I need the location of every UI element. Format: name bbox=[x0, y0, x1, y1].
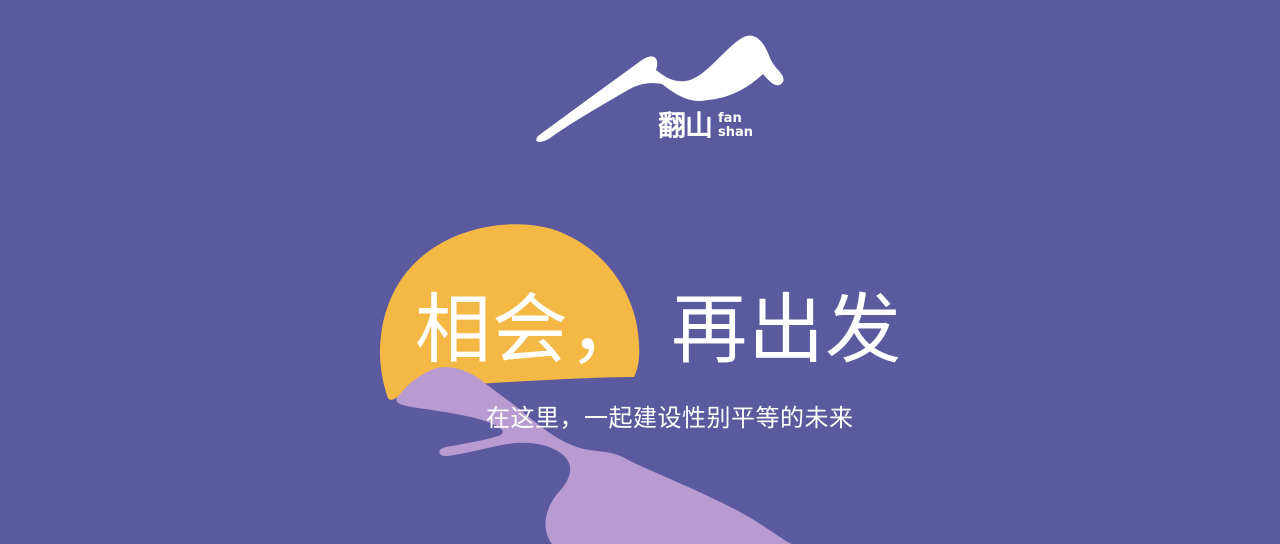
headline-part-1: 相会， bbox=[415, 285, 646, 374]
logo: 翻山 fan shan bbox=[658, 112, 753, 140]
logo-pinyin-line-2: shan bbox=[718, 125, 754, 140]
logo-pinyin-line-1: fan bbox=[718, 111, 742, 127]
headline: 相会， 再出发 bbox=[415, 292, 902, 368]
mountain-shape bbox=[396, 367, 792, 544]
logo-brush-stroke bbox=[536, 35, 784, 142]
subtitle: 在这里，一起建设性别平等的未来 bbox=[486, 404, 854, 432]
logo-pinyin: fan shan bbox=[718, 112, 753, 139]
sun-circle bbox=[380, 224, 640, 400]
headline-part-2: 再出发 bbox=[671, 285, 903, 374]
logo-chinese-text: 翻山 bbox=[658, 109, 713, 142]
